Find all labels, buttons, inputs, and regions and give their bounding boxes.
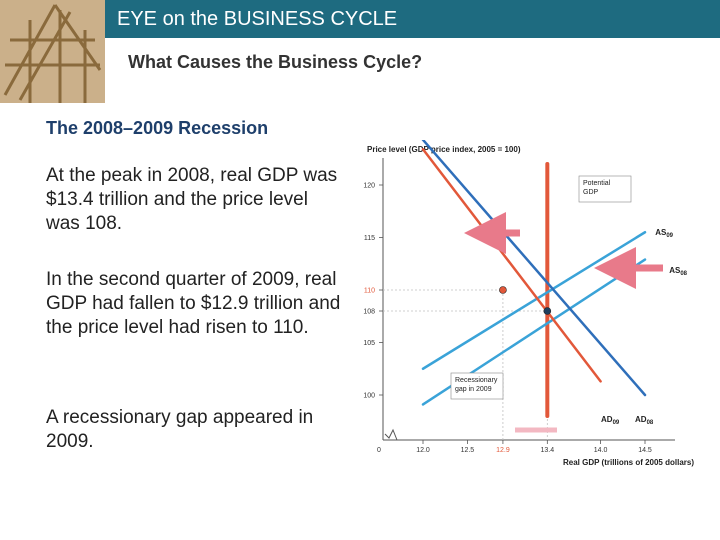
- potential-gdp-label-box: Potential GDP: [578, 175, 632, 203]
- house-frame-illustration: [0, 0, 105, 103]
- x-tick-label-14.0: 14.0: [594, 447, 608, 454]
- ad08-label: AD08: [635, 415, 654, 426]
- ad08-curve: [421, 140, 647, 397]
- y-tick-label-120: 120: [363, 183, 375, 190]
- x-tick-label-origin: 0: [377, 447, 381, 454]
- y-tick-label-110: 110: [364, 288, 375, 295]
- y-tick-label-108: 108: [363, 309, 375, 316]
- x-tick-label-14.5: 14.5: [638, 447, 652, 454]
- paragraph-2009-q2: In the second quarter of 2009, real GDP …: [46, 269, 341, 338]
- header-bar: [0, 0, 720, 38]
- recessionary-gap-label-box: Recessionary gap in 2009: [450, 372, 504, 400]
- as08-label: AS08: [669, 266, 687, 277]
- y-tick-label-105: 105: [363, 340, 375, 347]
- axis-break-mark: [384, 428, 398, 441]
- page-subtitle: What Causes the Business Cycle?: [128, 52, 423, 72]
- as09-curve: [421, 231, 647, 370]
- as09-label: AS09: [655, 228, 673, 239]
- y-tick-label-100: 100: [363, 393, 375, 400]
- ad09-curve: [421, 148, 602, 383]
- y-axis-label: Price level (GDP price index, 2005 = 100…: [367, 145, 521, 154]
- equilibrium-point-1: [543, 307, 552, 315]
- section-title: The 2008–2009 Recession: [46, 118, 269, 138]
- paragraph-peak-2008: At the peak in 2008, real GDP was $13.4 …: [46, 165, 338, 234]
- recessionary-gap-label: Recessionary gap in 2009: [455, 377, 498, 393]
- header-photo: [0, 0, 105, 103]
- x-tick-label-13.4: 13.4: [541, 447, 555, 454]
- potential-gdp-label: Potential GDP: [583, 180, 611, 196]
- header-title: EYE on the BUSINESS CYCLE: [117, 8, 398, 30]
- y-tick-label-115: 115: [364, 235, 375, 242]
- paragraph-recessionary-gap: A recessionary gap appeared in 2009.: [46, 407, 314, 452]
- ad-as-chart: Price level (GDP price index, 2005 = 100…: [363, 140, 694, 467]
- equilibrium-point-0: [499, 286, 507, 294]
- x-tick-label-12.0: 12.0: [416, 447, 430, 454]
- x-tick-label-12.5: 12.5: [461, 447, 475, 454]
- ad09-label: AD09: [601, 415, 620, 426]
- x-axis-label: Real GDP (trillions of 2005 dollars): [563, 458, 694, 467]
- x-tick-label-12.9: 12.9: [496, 447, 510, 454]
